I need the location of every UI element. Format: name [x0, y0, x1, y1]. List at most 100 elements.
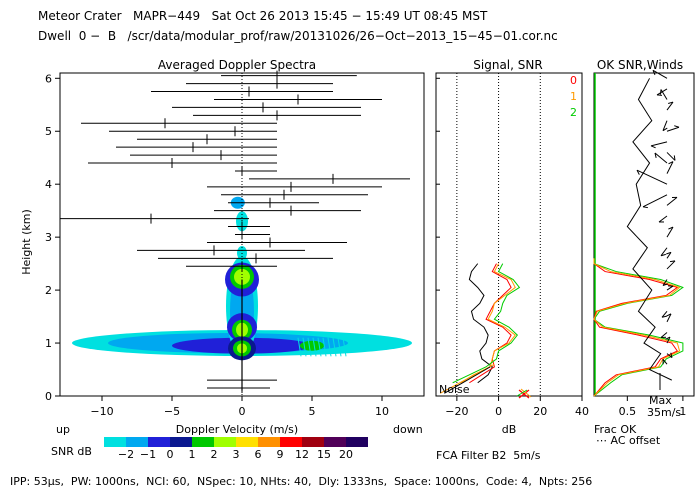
colorbar-tick-label: 1 [189, 448, 196, 461]
max-speed-label: 35m/s [647, 406, 681, 419]
wind-arrow [666, 226, 674, 238]
signal-snr-panel: Signal, SNR −20 0 20 40 dB Noise [435, 58, 589, 436]
colorbar-swatch [236, 437, 258, 447]
x-tick-label: 5 [309, 405, 316, 418]
wind-arrow-head [666, 251, 672, 255]
wind-arrow [666, 101, 674, 111]
heat-blob [234, 268, 250, 285]
colorbar-swatch [214, 437, 236, 447]
fca-filter-label: FCA Filter B2 5m/s [436, 449, 541, 462]
heat-hatch [312, 337, 317, 357]
snr-lines [439, 263, 521, 394]
snr-x-tick-label: 40 [575, 405, 589, 418]
frac-x-tick-label: 0.5 [619, 405, 637, 418]
wind-arrow [660, 332, 668, 338]
colorbar-swatch [170, 437, 192, 447]
spectra-xlabel: Doppler Velocity (m/s) [176, 423, 298, 436]
wind-arrow-head [662, 283, 668, 286]
colorbar-swatch [280, 437, 302, 447]
wind-arrow-head [636, 169, 640, 175]
snr-colorbar: −2 −1 0 1 2 3 6 9 12 15 20 [104, 437, 368, 461]
spectra-spread-bars [60, 70, 410, 396]
up-label: up [56, 423, 70, 436]
wind-arrow-head [674, 125, 680, 128]
colorbar-tick-label: 2 [211, 448, 218, 461]
frac-ok-label: Frac OK [594, 423, 637, 436]
wind-arrow-head [666, 313, 672, 317]
colorbar-swatch [104, 437, 126, 447]
wind-arrow [666, 353, 673, 359]
wind-arrow-head [673, 155, 676, 161]
snr-axes: −20 0 20 40 [436, 77, 589, 418]
colorbar-swatch [148, 437, 170, 447]
heat-hatch [332, 337, 337, 357]
frac-ok-line [593, 258, 681, 397]
wind-arrow [666, 260, 676, 270]
snr-x-tick-label: −20 [445, 405, 468, 418]
footer-params: IPP: 53μs, PW: 1000ns, NCI: 60, NSpec: 1… [10, 475, 593, 488]
x-tick-label: −5 [164, 405, 180, 418]
colorbar-tick-label: 9 [277, 448, 284, 461]
snr-series-signal [468, 263, 493, 384]
colorbar-swatch [302, 437, 324, 447]
wind-arrow [660, 89, 668, 100]
noise-marker-icon [516, 388, 532, 399]
y-tick-label: 5 [45, 125, 52, 138]
y-tick-label: 4 [45, 178, 52, 191]
heat-hatch [322, 337, 327, 357]
wind-arrow-head [652, 70, 656, 76]
snr-gridlines [456, 73, 541, 396]
snr-frame [435, 72, 583, 397]
heat-hatch [327, 337, 332, 357]
snr-xlabel: dB [502, 423, 517, 436]
y-tick-label: 0 [45, 390, 52, 403]
wind-arrow-head [668, 101, 674, 104]
x-tick-label: −10 [90, 405, 113, 418]
wind-arrow [650, 141, 668, 147]
wind-arrow [666, 285, 674, 291]
noise-line [439, 363, 495, 394]
spectra-title: Averaged Doppler Spectra [158, 58, 316, 72]
ac-offset-line [626, 78, 672, 381]
wind-arrow-head [660, 253, 666, 257]
wind-arrow [666, 313, 672, 323]
colorbar-tick-label: −2 [118, 448, 134, 461]
colorbar-swatch [126, 437, 148, 447]
frac-ok-line [593, 258, 679, 397]
heat-hatch [337, 337, 342, 357]
wind-arrow-head [668, 226, 674, 230]
winds-frame [593, 72, 695, 397]
wind-arrow [660, 247, 668, 257]
wind-arrow-head [668, 161, 674, 165]
wind-arrow-head [661, 315, 667, 318]
heat-blob [300, 340, 324, 351]
y-tick-label: 2 [45, 284, 52, 297]
wind-arrow [666, 126, 680, 132]
wind-arrow-head [654, 152, 657, 158]
colorbar-swatch [324, 437, 346, 447]
snr-x-tick-label: 20 [533, 405, 547, 418]
down-label: down [393, 423, 423, 436]
snr-series-2 [452, 263, 521, 384]
wind-arrow-head [642, 206, 649, 209]
colorbar-label: SNR dB [51, 445, 92, 458]
frac-x-tick-label: 1 [679, 405, 686, 418]
legend-0: 0 [570, 74, 577, 87]
wind-arrow [652, 69, 668, 79]
colorbar-tick-label: 20 [339, 448, 353, 461]
spectra-axes: −10 −5 0 5 10 0 1 2 3 4 5 6 [45, 72, 389, 418]
wind-arrow-head [670, 352, 673, 358]
colorbar-tick-label: −1 [140, 448, 156, 461]
header-line-1: Meteor Crater MAPR−449 Sat Oct 26 2013 1… [38, 9, 488, 23]
noise-label: Noise [439, 383, 470, 396]
colorbar-tick-label: 0 [167, 448, 174, 461]
frac-ok-line [593, 258, 684, 397]
wind-arrow [662, 120, 668, 131]
snr-title: Signal, SNR [473, 58, 542, 72]
wind-arrow-head [669, 260, 676, 263]
y-tick-label: 3 [45, 231, 52, 244]
wind-arrow [666, 196, 678, 206]
wind-arrow-head [656, 94, 663, 96]
y-tick-label: 6 [45, 72, 52, 85]
